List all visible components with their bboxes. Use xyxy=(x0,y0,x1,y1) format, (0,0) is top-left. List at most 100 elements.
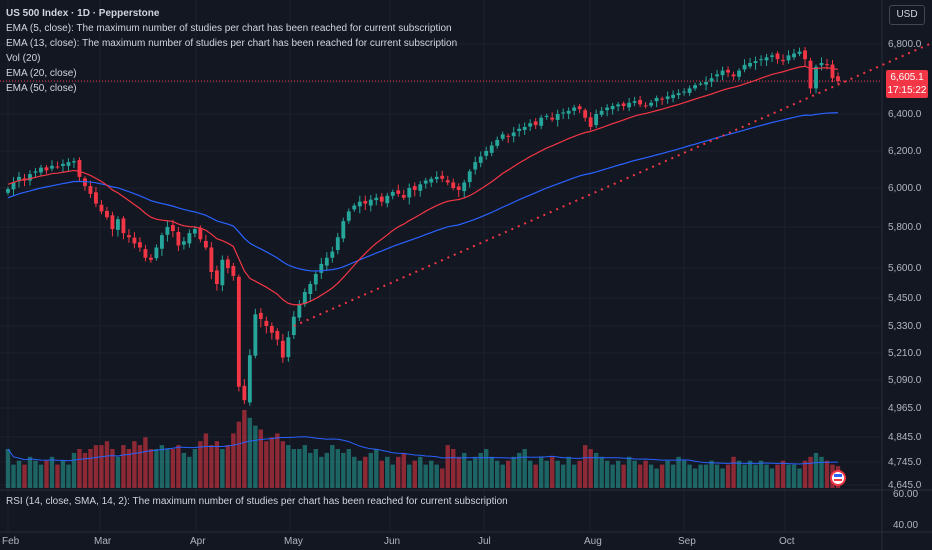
volume-bar xyxy=(478,452,483,488)
indicator-ema20[interactable]: EMA (20, close) xyxy=(6,68,77,79)
volume-bar xyxy=(758,460,764,488)
volume-bar xyxy=(615,460,621,488)
candle-body xyxy=(770,55,774,57)
candle-body xyxy=(808,60,813,89)
time-axis-label: May xyxy=(284,536,303,547)
candle-body xyxy=(231,265,236,276)
indicator-rsi[interactable]: RSI (14, close, SMA, 14, 2): The maximum… xyxy=(6,496,508,507)
candle-body xyxy=(335,237,340,250)
volume-bar xyxy=(610,464,615,488)
volume-bar xyxy=(357,460,362,488)
volume-bar xyxy=(176,445,181,488)
price-axis-label: 5,800.0 xyxy=(888,222,922,233)
price-axis-label: 4,965.0 xyxy=(888,403,922,414)
time-axis-label: Mar xyxy=(94,536,112,547)
candle-body xyxy=(247,355,252,403)
volume-bar xyxy=(148,449,154,488)
candle-body xyxy=(797,51,802,54)
volume-bar xyxy=(604,460,610,488)
candle-body xyxy=(726,69,730,73)
volume-bar xyxy=(275,433,280,488)
candle-body xyxy=(440,175,445,179)
volume-bar xyxy=(55,464,60,488)
price-axis-label: 5,600.0 xyxy=(888,263,922,274)
volume-bar xyxy=(462,452,467,488)
rsi-axis-label: 60.00 xyxy=(893,489,918,500)
time-axis-label: Oct xyxy=(779,536,795,547)
symbol-title[interactable]: US 500 Index · 1D · Pepperstone xyxy=(6,8,160,19)
volume-bar xyxy=(418,456,423,488)
price-axis-label: 4,645.0 xyxy=(888,480,922,491)
currency-button[interactable]: USD xyxy=(889,5,925,25)
indicator-volume[interactable]: Vol (20) xyxy=(6,53,41,64)
volume-bar xyxy=(93,445,99,488)
volume-bar xyxy=(648,464,654,488)
volume-bar xyxy=(808,456,813,488)
volume-bar xyxy=(126,449,132,488)
volume-bar xyxy=(71,452,77,488)
volume-bar xyxy=(703,464,709,488)
volume-bar xyxy=(659,464,665,488)
candle-body xyxy=(33,171,38,173)
candle-body xyxy=(830,64,835,79)
volume-bar xyxy=(764,464,769,488)
candle-body xyxy=(253,314,258,356)
candle-body xyxy=(621,103,626,106)
candle-body xyxy=(544,115,549,117)
candle-body xyxy=(456,186,461,190)
volume-bar xyxy=(484,449,489,488)
candle-body xyxy=(77,160,82,177)
time-axis-label: Feb xyxy=(2,536,20,547)
candle-body xyxy=(423,180,428,184)
indicator-ema50[interactable]: EMA (50, close) xyxy=(6,83,77,94)
volume-bar xyxy=(269,437,275,488)
candle-body xyxy=(368,199,373,206)
volume-bar xyxy=(654,468,659,488)
volume-bar xyxy=(374,449,379,488)
candle-body xyxy=(280,340,285,358)
volume-bar xyxy=(791,464,797,488)
candle-body xyxy=(638,99,643,105)
candle-body xyxy=(357,201,362,207)
candle-body xyxy=(610,106,615,110)
candle-body xyxy=(517,128,522,132)
candle-body xyxy=(39,167,43,173)
volume-bar xyxy=(429,460,434,488)
candle-body xyxy=(616,104,621,107)
volume-bar xyxy=(451,449,456,488)
candle-body xyxy=(643,105,648,107)
price-axis-label: 5,450.0 xyxy=(888,293,922,304)
candle-body xyxy=(396,190,401,194)
candle-body xyxy=(55,166,60,168)
candle-body xyxy=(737,70,741,77)
volume-bar xyxy=(77,449,82,488)
volume-bar xyxy=(115,456,121,488)
volume-bar xyxy=(110,449,115,488)
candle-body xyxy=(28,174,32,181)
candle-body xyxy=(583,110,588,118)
candle-body xyxy=(803,50,807,60)
candle-body xyxy=(302,292,307,305)
last-price: 6,605.1 xyxy=(890,72,924,83)
indicator-ema5[interactable]: EMA (5, close): The maximum number of st… xyxy=(6,23,452,34)
candle-body xyxy=(330,251,335,258)
candle-body xyxy=(572,107,577,111)
volume-bar xyxy=(286,445,291,488)
volume-bar xyxy=(676,456,681,488)
candle-body xyxy=(192,229,197,234)
price-axis-label: 4,845.0 xyxy=(888,432,922,443)
volume-bar xyxy=(473,456,478,488)
candle-body xyxy=(66,162,71,166)
candle-body xyxy=(242,385,247,401)
last-price-tag: 6,605.1 17:15:22 xyxy=(886,70,928,98)
volume-bar xyxy=(198,441,203,488)
indicator-ema13[interactable]: EMA (13, close): The maximum number of s… xyxy=(6,38,458,49)
candle-body xyxy=(467,171,472,183)
volume-bar xyxy=(401,452,406,488)
candle-body xyxy=(11,182,16,190)
volume-bar xyxy=(736,460,742,488)
volume-bar xyxy=(220,449,225,488)
volume-bar xyxy=(456,456,461,488)
